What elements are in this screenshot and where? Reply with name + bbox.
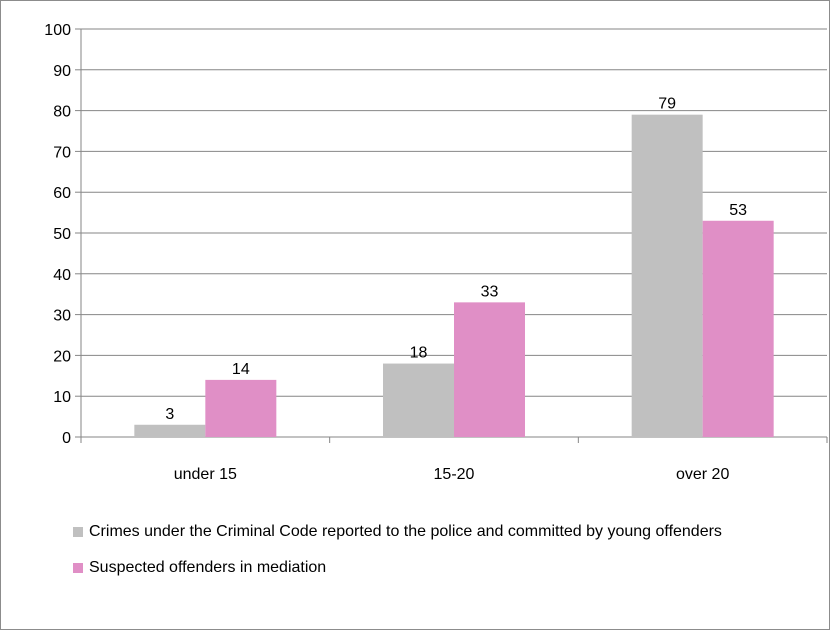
- bar-series-1-over-20: [631, 114, 703, 438]
- y-tick-label: 70: [53, 144, 71, 161]
- legend-swatch-suspected-offenders: [73, 563, 83, 573]
- y-tick-label: 40: [53, 267, 71, 284]
- data-label: 79: [658, 96, 676, 113]
- y-tick-label: 30: [53, 308, 71, 325]
- bar-series-2-15-20: [454, 302, 525, 437]
- bar-series-1-15-20: [383, 363, 454, 437]
- data-label: 3: [165, 406, 174, 423]
- x-tick-label: under 15: [174, 466, 237, 483]
- legend-label-crimes-reported: Crimes under the Criminal Code reported …: [89, 523, 722, 540]
- y-tick-label: 100: [44, 22, 71, 39]
- data-label: 18: [410, 345, 428, 362]
- bar-series-2-under-15: [205, 379, 277, 437]
- data-label: 53: [729, 202, 747, 219]
- legend-swatch-crimes-reported: [73, 527, 83, 537]
- bar-series-2-over-20: [702, 220, 774, 437]
- y-tick-label: 90: [53, 63, 71, 80]
- y-tick-label: 0: [62, 430, 71, 447]
- bar-series-1-under-15: [134, 424, 206, 437]
- data-label: 14: [232, 361, 250, 378]
- x-tick-label: 15-20: [434, 466, 475, 483]
- y-tick-label: 10: [53, 389, 71, 406]
- y-tick-label: 80: [53, 104, 71, 121]
- x-tick-label: over 20: [676, 466, 729, 483]
- y-tick-label: 60: [53, 185, 71, 202]
- legend-label-suspected-offenders: Suspected offenders in mediation: [89, 559, 327, 576]
- y-tick-label: 20: [53, 348, 71, 365]
- data-label: 33: [481, 283, 499, 300]
- legend: Crimes under the Criminal Code reported …: [73, 521, 793, 593]
- legend-entry-crimes-reported: Crimes under the Criminal Code reported …: [73, 521, 793, 543]
- legend-entry-suspected-offenders: Suspected offenders in mediation: [73, 557, 793, 579]
- y-tick-label: 50: [53, 226, 71, 243]
